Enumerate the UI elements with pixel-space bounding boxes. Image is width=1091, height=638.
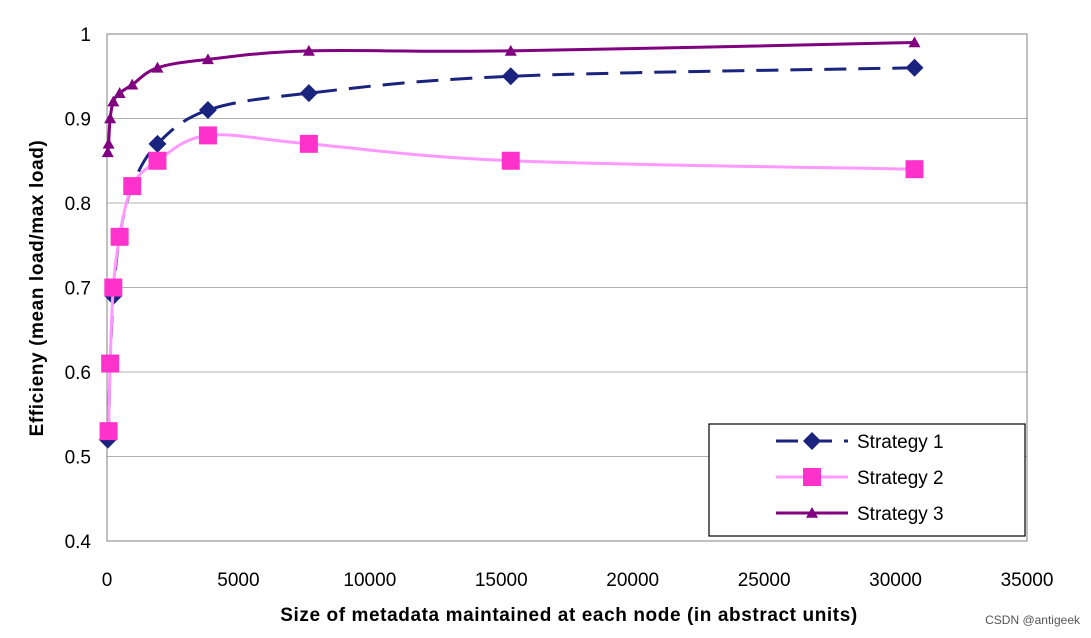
y-tick-label: 1 xyxy=(80,25,91,46)
data-point xyxy=(101,354,120,373)
data-point xyxy=(148,134,167,153)
data-point xyxy=(126,78,139,90)
legend-marker-swatch xyxy=(803,432,821,450)
data-point xyxy=(299,84,318,103)
series-2 xyxy=(99,126,924,441)
data-point xyxy=(504,44,517,56)
legend-marker-swatch xyxy=(806,507,818,518)
data-point xyxy=(198,126,217,145)
data-point xyxy=(113,87,126,98)
y-tick-label: 0.9 xyxy=(65,110,91,131)
data-point xyxy=(104,112,117,124)
data-point xyxy=(299,134,318,153)
data-point xyxy=(99,422,118,441)
data-point xyxy=(501,151,520,170)
series-1 xyxy=(98,58,924,449)
series-line-2 xyxy=(107,133,915,432)
data-point xyxy=(908,36,921,48)
data-point xyxy=(198,101,217,120)
x-tick-labels: 0 5000 10000 15000 20000 25000 30000 35000 xyxy=(102,570,1054,591)
x-axis-title: Size of metadata maintained at each node… xyxy=(280,605,858,626)
legend-label: Strategy 3 xyxy=(857,504,944,525)
x-tick-label: 30000 xyxy=(869,570,922,591)
legend-entry-3: Strategy 3 xyxy=(776,504,944,525)
x-tick-label: 35000 xyxy=(1001,570,1054,591)
legend-box xyxy=(708,423,1026,537)
x-tick-label: 15000 xyxy=(475,570,528,591)
data-point xyxy=(102,137,115,149)
data-point xyxy=(123,177,142,196)
data-point xyxy=(151,61,164,73)
data-point xyxy=(101,146,114,158)
watermark: CSDN @antigeek xyxy=(985,613,1081,627)
series-line-1 xyxy=(106,66,915,442)
y-tick-labels: 0.4 0.5 0.6 0.7 0.8 0.9 1 xyxy=(65,25,92,553)
y-tick-label: 0.8 xyxy=(65,194,91,215)
data-point xyxy=(104,278,123,297)
y-tick-label: 0.6 xyxy=(65,363,91,384)
series-3 xyxy=(101,36,921,158)
legend: Strategy 1 Strategy 2 Strategy 3 xyxy=(708,423,1026,537)
data-point xyxy=(501,67,520,86)
data-point xyxy=(201,53,214,65)
data-point xyxy=(107,95,120,107)
legend-entry-2: Strategy 2 xyxy=(776,468,944,489)
legend-marker-swatch xyxy=(803,468,821,486)
series-group xyxy=(98,36,924,449)
x-tick-label: 5000 xyxy=(217,570,259,591)
y-tick-label: 0.4 xyxy=(65,532,92,553)
legend-entries: Strategy 1 Strategy 2 Strategy 3 xyxy=(776,432,944,525)
legend-entry-1: Strategy 1 xyxy=(776,432,944,453)
legend-label: Strategy 2 xyxy=(857,468,944,489)
data-point xyxy=(905,58,924,77)
y-axis-title: Efficieny (mean load/max load) xyxy=(27,140,48,437)
data-point xyxy=(148,151,167,170)
legend-label: Strategy 1 xyxy=(857,432,944,453)
x-tick-label: 0 xyxy=(102,570,113,591)
y-tick-label: 0.5 xyxy=(65,448,91,469)
data-point xyxy=(110,227,129,246)
data-point xyxy=(302,44,315,56)
x-tick-label: 20000 xyxy=(606,570,659,591)
x-tick-label: 10000 xyxy=(343,570,396,591)
y-tick-label: 0.7 xyxy=(65,279,91,300)
x-tick-label: 25000 xyxy=(738,570,791,591)
data-point xyxy=(905,160,924,179)
